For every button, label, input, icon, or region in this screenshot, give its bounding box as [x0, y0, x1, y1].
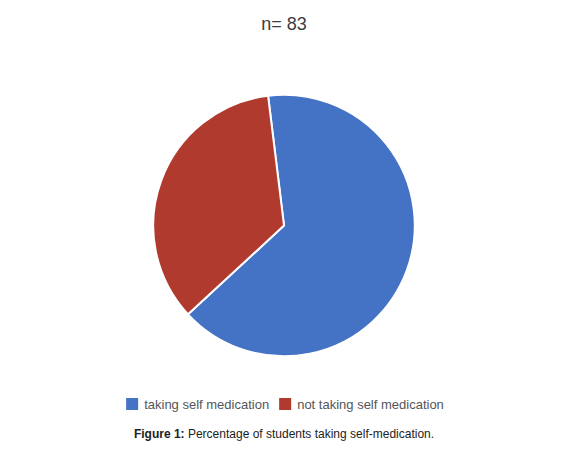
svg-text:Figure 1:: Figure 1:	[134, 427, 185, 441]
svg-text:not taking self medication: not taking self medication	[297, 397, 444, 412]
svg-text:n= 83: n= 83	[261, 14, 307, 34]
svg-text:Percentage of students taking: Percentage of students taking self-medic…	[188, 427, 434, 441]
svg-text:taking self medication: taking self medication	[144, 397, 269, 412]
